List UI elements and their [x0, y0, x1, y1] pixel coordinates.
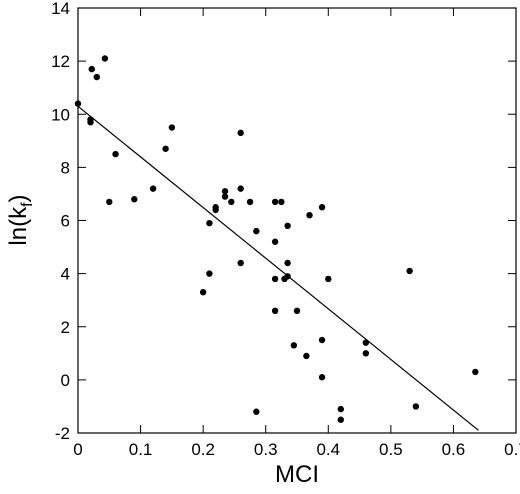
point: [406, 267, 413, 275]
point: [74, 100, 82, 107]
x-tick-label: 0.5: [379, 440, 403, 459]
point: [162, 145, 169, 152]
point: [88, 65, 95, 73]
x-tick-label: 0.1: [129, 440, 153, 459]
point: [212, 206, 219, 214]
y-tick-label: -2: [55, 424, 70, 443]
point: [284, 259, 291, 267]
point: [271, 198, 279, 206]
point: [318, 374, 326, 381]
point: [325, 275, 332, 283]
point: [206, 270, 213, 277]
x-tick-label: 0.3: [254, 440, 278, 459]
point: [237, 129, 244, 137]
point: [306, 211, 313, 219]
y-tick-label: 4: [61, 265, 70, 284]
point: [278, 198, 285, 206]
x-axis-label: MCI: [275, 461, 319, 488]
point: [303, 352, 310, 360]
point: [93, 73, 100, 81]
plot-frame: [77, 7, 517, 434]
point: [271, 307, 279, 315]
point: [362, 350, 370, 357]
point: [149, 185, 157, 192]
y-axis-label: ln(kf): [5, 194, 36, 245]
point: [228, 198, 235, 206]
x-tick-label: 0.7: [504, 440, 520, 459]
point: [337, 405, 344, 413]
y-tick-label: 8: [61, 158, 70, 177]
x-tick-label: 0: [73, 440, 82, 459]
point: [412, 403, 420, 410]
point: [337, 416, 344, 423]
point: [237, 185, 244, 192]
point: [221, 193, 229, 200]
point: [87, 119, 94, 126]
y-label-main: ln(k: [5, 206, 32, 246]
point: [237, 259, 244, 267]
point: [101, 55, 109, 62]
point: [112, 150, 119, 158]
point: [131, 196, 138, 203]
point: [199, 289, 207, 296]
y-tick-label: 2: [61, 318, 70, 337]
point: [106, 198, 113, 206]
y-label-tail: ): [5, 194, 32, 202]
point: [246, 198, 254, 206]
point: [293, 307, 301, 315]
point: [221, 188, 229, 195]
y-tick-label: 10: [51, 105, 70, 124]
point: [253, 227, 260, 235]
x-tick-label: 0.6: [442, 440, 466, 459]
point: [472, 368, 479, 376]
x-tick-label: 0.2: [191, 440, 215, 459]
point: [168, 124, 176, 131]
x-tick-label: 0.4: [316, 440, 340, 459]
point: [271, 275, 279, 283]
fit-line: [77, 105, 479, 431]
point: [271, 238, 279, 245]
point: [318, 336, 326, 344]
y-tick-label: 14: [51, 0, 70, 18]
point: [284, 222, 291, 230]
point: [206, 219, 213, 227]
y-tick-label: 6: [61, 212, 70, 231]
point: [290, 342, 298, 349]
point: [318, 204, 326, 211]
y-label-sub: f: [19, 202, 36, 207]
y-tick-label: 0: [61, 371, 70, 390]
point: [253, 408, 260, 415]
y-tick-label: 12: [51, 52, 70, 71]
